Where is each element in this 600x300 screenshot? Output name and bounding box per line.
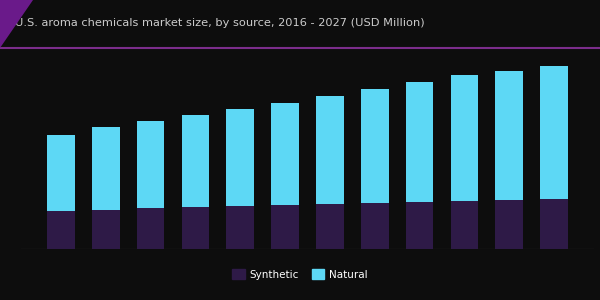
Bar (540, 66, 568, 199)
Bar (182, 207, 209, 249)
Bar (361, 89, 389, 203)
Bar (92, 209, 119, 249)
Bar (137, 121, 164, 208)
Bar (226, 110, 254, 206)
Polygon shape (0, 0, 33, 48)
Bar (451, 201, 478, 249)
Bar (316, 204, 344, 249)
Bar (316, 95, 344, 204)
Bar (406, 82, 433, 202)
Bar (137, 208, 164, 249)
Bar (47, 135, 75, 212)
Bar (406, 202, 433, 249)
Bar (182, 115, 209, 207)
Bar (540, 199, 568, 249)
Text: U.S. aroma chemicals market size, by source, 2016 - 2027 (USD Million): U.S. aroma chemicals market size, by sou… (15, 19, 425, 28)
Bar (496, 71, 523, 200)
Bar (271, 205, 299, 249)
Bar (271, 103, 299, 205)
Bar (226, 206, 254, 249)
Bar (361, 203, 389, 249)
Bar (92, 127, 119, 209)
Legend: Synthetic, Natural: Synthetic, Natural (232, 269, 368, 280)
Bar (496, 200, 523, 249)
Bar (47, 212, 75, 249)
Bar (451, 75, 478, 201)
